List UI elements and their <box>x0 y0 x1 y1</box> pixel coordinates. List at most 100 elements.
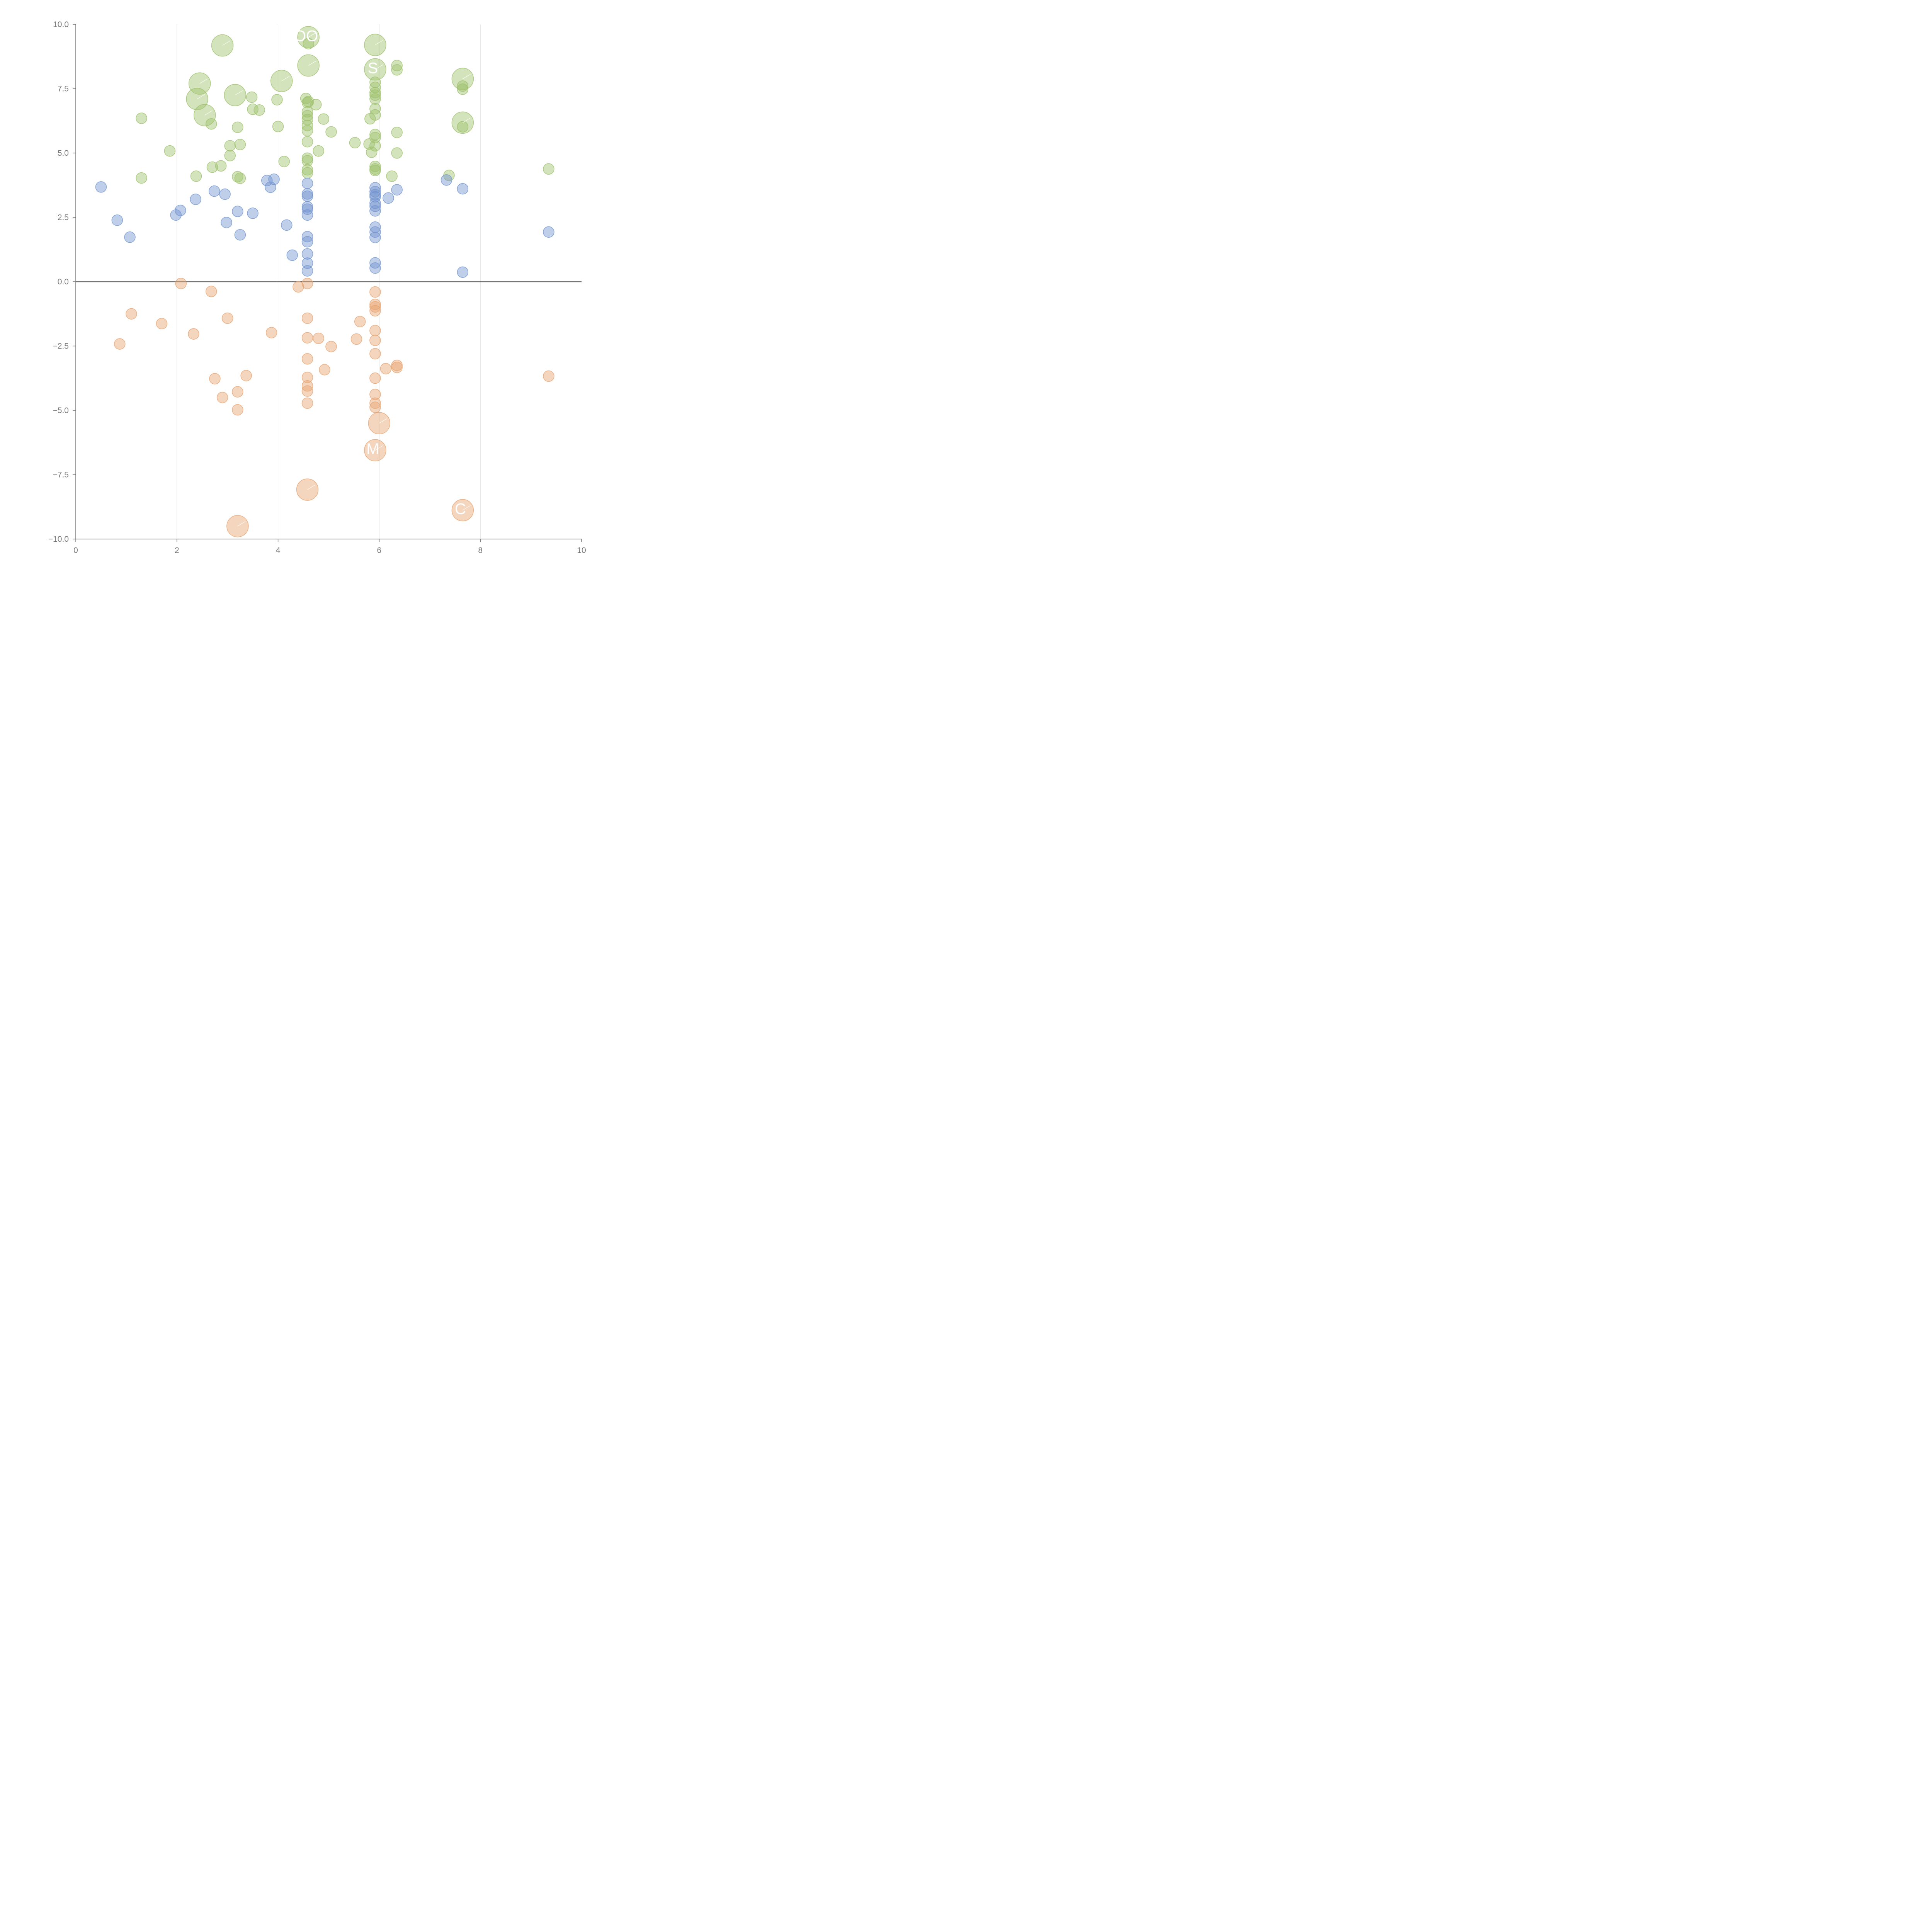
label-leader-line <box>197 94 205 99</box>
data-point-orange <box>188 328 199 340</box>
data-point-green <box>303 38 314 49</box>
data-point-blue <box>383 192 394 204</box>
data-point-green <box>246 91 258 103</box>
data-point-green <box>301 110 313 122</box>
data-point-blue <box>234 229 246 241</box>
point-labels: OO S M C <box>197 27 471 527</box>
label-leader-line <box>204 110 213 116</box>
x-tick-label: 6 <box>377 546 382 555</box>
data-point-green <box>271 94 283 105</box>
data-point-orange <box>221 312 233 324</box>
data-point-orange <box>175 277 187 289</box>
data-point-blue <box>369 191 381 202</box>
data-point-orange <box>301 277 313 289</box>
data-point-green <box>457 83 469 95</box>
data-point-blue <box>111 214 123 226</box>
data-point-orange <box>380 363 392 374</box>
data-point-green <box>349 137 361 149</box>
data-point-orange <box>369 286 381 298</box>
data-point-green <box>391 126 403 138</box>
data-point-green <box>215 160 227 172</box>
data-point-green <box>164 145 176 157</box>
data-point-orange <box>265 327 277 338</box>
label-leader-line <box>308 61 316 66</box>
data-point-green <box>301 155 313 167</box>
data-point-blue <box>301 177 313 189</box>
y-tick-label: 5.0 <box>58 149 69 158</box>
data-point-orange <box>301 372 313 383</box>
data-point-orange <box>206 286 217 298</box>
data-point-green <box>136 112 147 124</box>
data-point-green <box>369 103 381 115</box>
data-point-blue <box>95 181 107 193</box>
data-point-green <box>206 161 218 173</box>
data-point-green <box>369 140 381 152</box>
data-point-green <box>366 146 378 158</box>
label-leader-line <box>199 78 208 84</box>
data-point-blue <box>369 262 381 274</box>
data-point-blue <box>457 183 469 195</box>
data-point-blue <box>221 217 232 228</box>
data-point-green <box>301 164 313 176</box>
data-point-blue <box>286 249 298 261</box>
y-tick-label: −7.5 <box>53 471 69 480</box>
label-leader-line <box>463 505 471 510</box>
data-point-green <box>369 129 381 140</box>
data-point-green <box>278 156 290 167</box>
x-tick-label: 10 <box>577 546 586 555</box>
data-point-green <box>457 121 469 133</box>
x-tick-label: 2 <box>175 546 179 555</box>
data-point-green <box>318 113 330 125</box>
data-point-green <box>234 172 246 184</box>
data-point-blue <box>457 266 469 278</box>
data-point-blue <box>301 236 313 248</box>
data-point-green <box>313 145 325 157</box>
label-leader-line <box>308 32 316 37</box>
data-point-blue <box>369 221 381 233</box>
data-point-green <box>325 126 337 138</box>
data-point-green <box>301 152 313 164</box>
point-label: M <box>366 440 379 457</box>
data-point-green <box>310 99 322 111</box>
data-point-blue <box>124 231 136 243</box>
data-point-blue <box>301 188 313 200</box>
data-point-orange <box>319 364 330 376</box>
data-point-green <box>301 125 313 136</box>
point-label: C <box>455 500 466 517</box>
y-tick-label: 10.0 <box>53 20 69 29</box>
data-point-blue <box>208 185 220 197</box>
data-point-orange <box>301 397 313 409</box>
y-tick-label: −2.5 <box>53 342 69 351</box>
data-point-blue <box>391 184 403 196</box>
data-point-green <box>224 150 236 162</box>
data-point-orange <box>325 341 337 352</box>
data-point-green <box>301 167 313 179</box>
data-point-orange <box>369 401 381 413</box>
label-leader-line <box>463 74 471 79</box>
data-point-orange <box>114 338 126 350</box>
data-point-blue <box>369 231 381 243</box>
data-point-green <box>391 60 403 71</box>
data-point-blue <box>281 219 293 231</box>
y-tick-label: −10.0 <box>48 535 69 544</box>
data-point-orange <box>369 335 381 346</box>
data-point-green <box>303 96 314 107</box>
data-point-orange <box>301 385 313 397</box>
data-point-blue <box>301 203 313 215</box>
data-point-green <box>369 165 381 177</box>
data-point-orange <box>240 370 252 381</box>
data-point-blue <box>440 174 452 186</box>
data-point-orange <box>350 333 362 345</box>
y-tick-label: 2.5 <box>58 213 69 222</box>
data-point-blue <box>170 209 182 221</box>
data-point-orange <box>369 397 381 409</box>
data-point-orange <box>301 332 313 344</box>
data-point-orange <box>391 362 403 373</box>
data-point-orange <box>301 312 313 324</box>
data-point-green <box>391 147 403 159</box>
data-point-orange <box>369 388 381 400</box>
axes: 0 2 4 6 8 10 10.0 7.5 5.0 2.5 0.0 −2.5 −5.0 −7.5 −10.0 <box>48 20 586 555</box>
data-point-green <box>272 121 284 133</box>
data-point-orange <box>369 305 381 317</box>
label-leader-line <box>375 445 383 451</box>
